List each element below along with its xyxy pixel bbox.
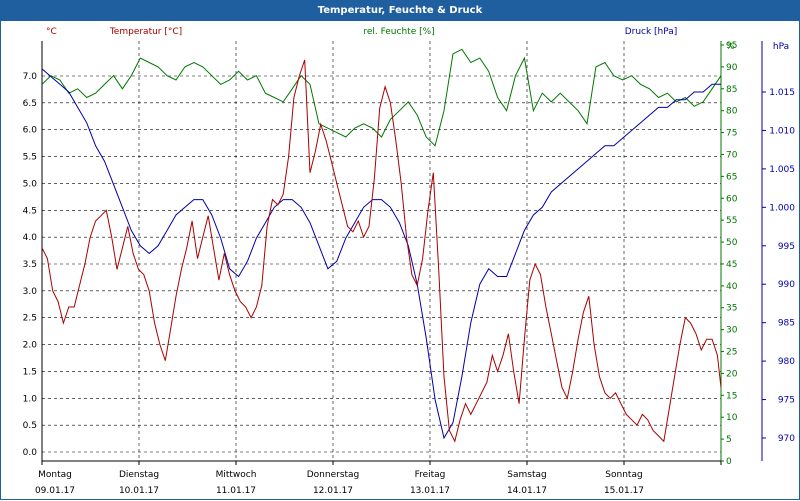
window-title: Temperatur, Feuchte & Druck: [1, 1, 799, 21]
pressure-tick-label: 1.010: [769, 126, 795, 136]
pressure-tick-label: 980: [778, 357, 795, 367]
temperature-tick-label: 5.5: [23, 153, 37, 163]
humidity-tick-label: 50: [726, 238, 738, 248]
temperature-tick-label: 5.0: [23, 179, 38, 189]
humidity-tick-label: 80: [726, 107, 738, 117]
temperature-tick-label: 7.0: [23, 72, 38, 82]
humidity-axis-ticks: 0 5 10 15 20 25 30 35 40 45 50 55 60 65 70 75 80 85 90 95: [721, 41, 738, 467]
humidity-tick-label: 75: [726, 129, 737, 139]
pressure-tick-label: 970: [778, 434, 795, 444]
humidity-tick-label: 60: [726, 194, 738, 204]
x-day-label: Mittwoch: [216, 470, 257, 480]
x-day-label: Dienstag: [119, 470, 159, 480]
humidity-tick-label: 10: [726, 413, 738, 423]
x-date-label: 12.01.17: [313, 486, 353, 496]
humidity-tick-label: 25: [726, 348, 737, 358]
pressure-axis-ticks: 970 975 980 985 990 995 1.000 1.005 1.010 1.015: [762, 88, 795, 444]
x-date-label: 09.01.17: [35, 486, 75, 496]
x-date-label: 15.01.17: [604, 486, 644, 496]
humidity-tick-label: 5: [726, 435, 732, 445]
humidity-tick-label: 40: [726, 282, 738, 292]
temperature-tick-label: 0.0: [23, 448, 38, 458]
pressure-tick-label: 990: [778, 280, 795, 290]
temperature-tick-label: 3.0: [23, 287, 38, 297]
humidity-tick-label: 45: [726, 260, 737, 270]
humidity-unit-label: %: [726, 42, 735, 52]
humidity-tick-label: 35: [726, 304, 737, 314]
series-line-humidity: [41, 48, 722, 147]
temperature-tick-label: 4.5: [23, 206, 37, 216]
x-day-label: Freitag: [415, 470, 446, 480]
x-date-label: 13.01.17: [410, 486, 450, 496]
humidity-tick-label: 95: [726, 41, 737, 51]
pressure-tick-label: 1.000: [769, 203, 795, 213]
legend-pressure: Druck [hPa]: [625, 27, 678, 37]
temperature-tick-label: 2.0: [23, 341, 38, 351]
series-line-pressure: [41, 68, 721, 440]
axes: [41, 41, 763, 465]
x-day-label: Samstag: [507, 470, 546, 480]
legend-temperature: Temperatur [°C]: [109, 27, 182, 37]
temperature-tick-label: 6.0: [23, 126, 38, 136]
temperature-unit-label: °C: [46, 27, 57, 37]
x-day-label: Sonntag: [605, 470, 642, 480]
pressure-tick-label: 1.015: [769, 88, 795, 98]
pressure-tick-label: 985: [778, 319, 795, 329]
humidity-tick-label: 70: [726, 150, 738, 160]
grid-lines: [42, 41, 721, 461]
humidity-tick-label: 85: [726, 85, 737, 95]
pressure-tick-label: 975: [778, 396, 795, 406]
temperature-tick-label: 3.5: [23, 260, 37, 270]
temperature-tick-label: 0.5: [23, 421, 37, 431]
temperature-tick-label: 2.5: [23, 314, 37, 324]
humidity-tick-label: 30: [726, 326, 738, 336]
legend-humidity: rel. Feuchte [%]: [363, 27, 434, 37]
series-line-temperature: [41, 59, 722, 443]
x-date-label: 10.01.17: [119, 486, 159, 496]
humidity-tick-label: 15: [726, 391, 737, 401]
pressure-unit-label: hPa: [773, 42, 789, 52]
pressure-tick-label: 995: [778, 242, 795, 252]
humidity-tick-label: 20: [726, 369, 738, 379]
humidity-tick-label: 0: [726, 457, 732, 467]
pressure-tick-label: 1.005: [769, 165, 795, 175]
temperature-tick-label: 1.5: [23, 367, 37, 377]
x-day-label: Donnerstag: [307, 470, 360, 480]
x-date-label: 11.01.17: [216, 486, 256, 496]
temperature-tick-label: 6.5: [23, 99, 37, 109]
x-axis-labels: Montag 09.01.17 Dienstag 10.01.17 Mittwoch 11…: [35, 470, 644, 496]
temperature-axis-ticks: 0.0 0.5 1.0 1.5 2.0 2.5 3.0 3.5 4.0 4.5 5.0 5.5 6.0 6…: [23, 72, 38, 458]
humidity-tick-label: 90: [726, 63, 738, 73]
x-date-label: 14.01.17: [507, 486, 547, 496]
humidity-tick-label: 65: [726, 172, 737, 182]
humidity-tick-label: 55: [726, 216, 737, 226]
x-day-label: Montag: [38, 470, 72, 480]
temperature-tick-label: 1.0: [23, 394, 38, 404]
temperature-tick-label: 4.0: [23, 233, 38, 243]
